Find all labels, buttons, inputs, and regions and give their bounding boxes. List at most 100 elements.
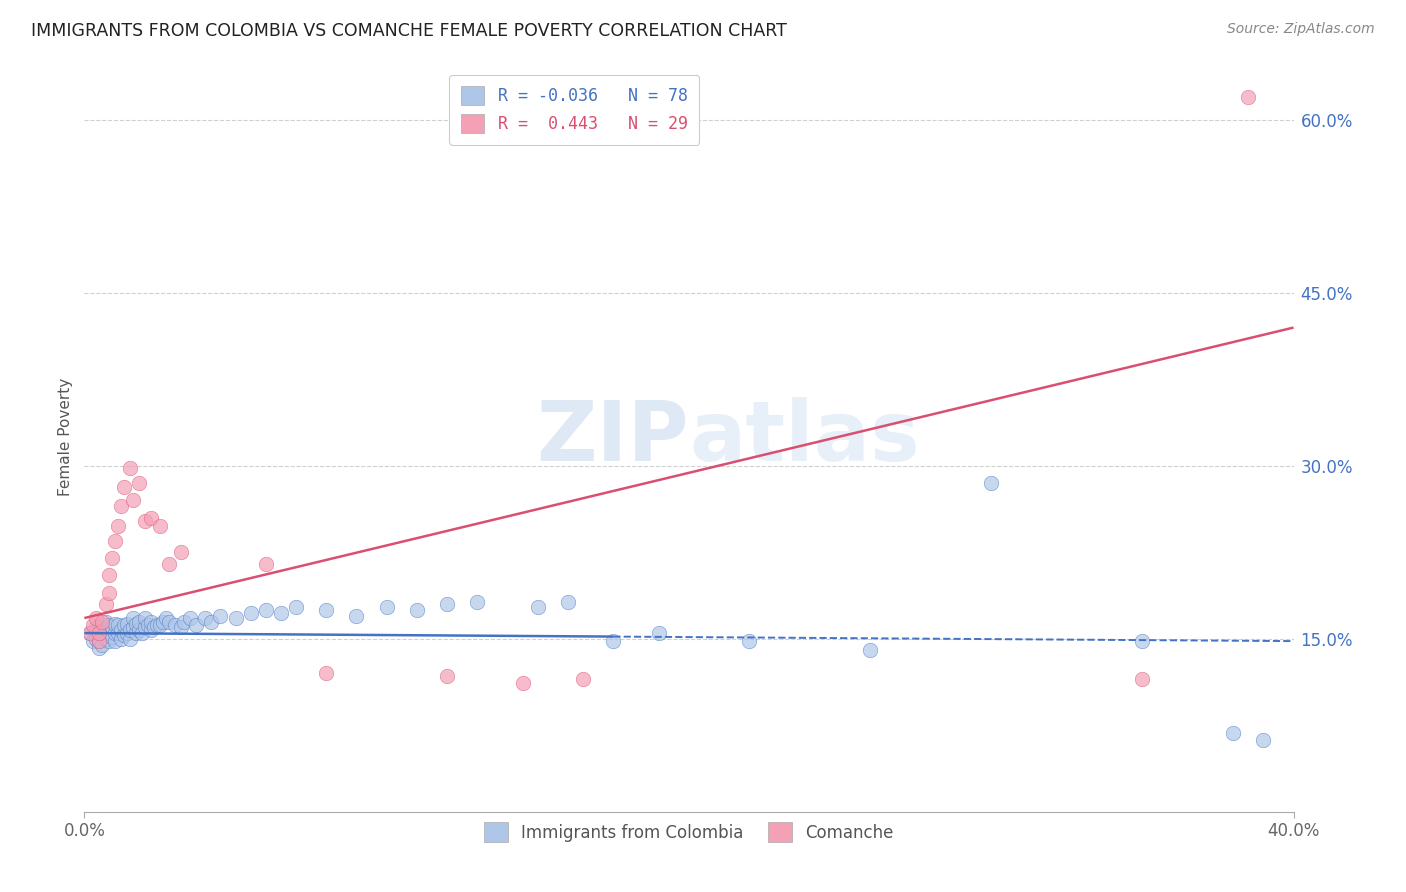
Point [91, 615, 114, 629]
Point [86, 632, 108, 646]
Point [110, 500, 132, 514]
Point [134, 514, 156, 528]
Point [104, 533, 127, 548]
Point [152, 615, 174, 629]
Point [436, 669, 458, 683]
Point [91, 626, 114, 640]
Point [149, 618, 172, 632]
Point [254, 603, 277, 617]
Point [94, 632, 117, 646]
Point [100, 551, 122, 566]
Point [572, 672, 595, 686]
Point [557, 595, 579, 609]
Point [128, 623, 150, 637]
Point [1237, 90, 1260, 104]
Point [512, 675, 534, 690]
Point [1130, 634, 1153, 648]
Point [104, 616, 127, 631]
Point [89, 626, 111, 640]
Point [94, 623, 117, 637]
Point [79, 626, 101, 640]
Point [170, 620, 193, 634]
Point [97, 626, 120, 640]
Point [136, 618, 159, 632]
Point [139, 510, 162, 524]
Point [738, 634, 761, 648]
Point [315, 603, 337, 617]
Y-axis label: Female Poverty: Female Poverty [58, 378, 73, 496]
Point [100, 630, 122, 644]
Text: ZIP: ZIP [537, 397, 689, 477]
Point [107, 519, 129, 533]
Point [139, 623, 162, 637]
Point [406, 603, 429, 617]
Point [121, 620, 143, 634]
Point [157, 615, 180, 629]
Point [170, 545, 193, 559]
Point [97, 568, 120, 582]
Point [86, 620, 108, 634]
Point [125, 616, 148, 631]
Point [859, 643, 882, 657]
Text: Source: ZipAtlas.com: Source: ZipAtlas.com [1227, 22, 1375, 37]
Point [97, 585, 120, 599]
Point [165, 618, 187, 632]
Point [315, 666, 337, 681]
Point [107, 626, 129, 640]
Point [157, 557, 180, 571]
Point [128, 476, 150, 491]
Point [209, 608, 232, 623]
Point [285, 599, 308, 614]
Point [200, 615, 222, 629]
Point [149, 519, 172, 533]
Text: IMMIGRANTS FROM COLOMBIA VS COMANCHE FEMALE POVERTY CORRELATION CHART: IMMIGRANTS FROM COLOMBIA VS COMANCHE FEM… [31, 22, 787, 40]
Point [107, 618, 129, 632]
Point [436, 597, 458, 611]
Point [1253, 733, 1275, 747]
Point [86, 611, 108, 625]
Point [89, 640, 111, 655]
Point [602, 634, 624, 648]
Point [118, 461, 141, 475]
Point [118, 632, 141, 646]
Point [173, 615, 195, 629]
Point [125, 626, 148, 640]
Point [134, 611, 156, 625]
Point [270, 607, 292, 621]
Point [89, 634, 111, 648]
Point [112, 618, 135, 632]
Point [134, 620, 156, 634]
Point [194, 611, 217, 625]
Point [94, 597, 117, 611]
Point [118, 623, 141, 637]
Point [112, 628, 135, 642]
Point [97, 618, 120, 632]
Point [112, 480, 135, 494]
Point [115, 626, 138, 640]
Point [82, 634, 104, 648]
Point [128, 615, 150, 629]
Point [225, 611, 247, 625]
Point [239, 607, 262, 621]
Point [104, 626, 127, 640]
Point [254, 557, 277, 571]
Point [89, 634, 111, 648]
Point [91, 638, 114, 652]
Point [155, 611, 177, 625]
Point [94, 615, 117, 629]
Point [467, 595, 489, 609]
Point [110, 623, 132, 637]
Point [89, 620, 111, 634]
Point [121, 493, 143, 508]
Point [346, 608, 368, 623]
Point [186, 618, 208, 632]
Point [82, 618, 104, 632]
Point [648, 626, 671, 640]
Point [115, 616, 138, 631]
Point [1130, 672, 1153, 686]
Point [375, 599, 398, 614]
Point [97, 634, 120, 648]
Point [139, 615, 162, 629]
Point [131, 626, 153, 640]
Point [121, 611, 143, 625]
